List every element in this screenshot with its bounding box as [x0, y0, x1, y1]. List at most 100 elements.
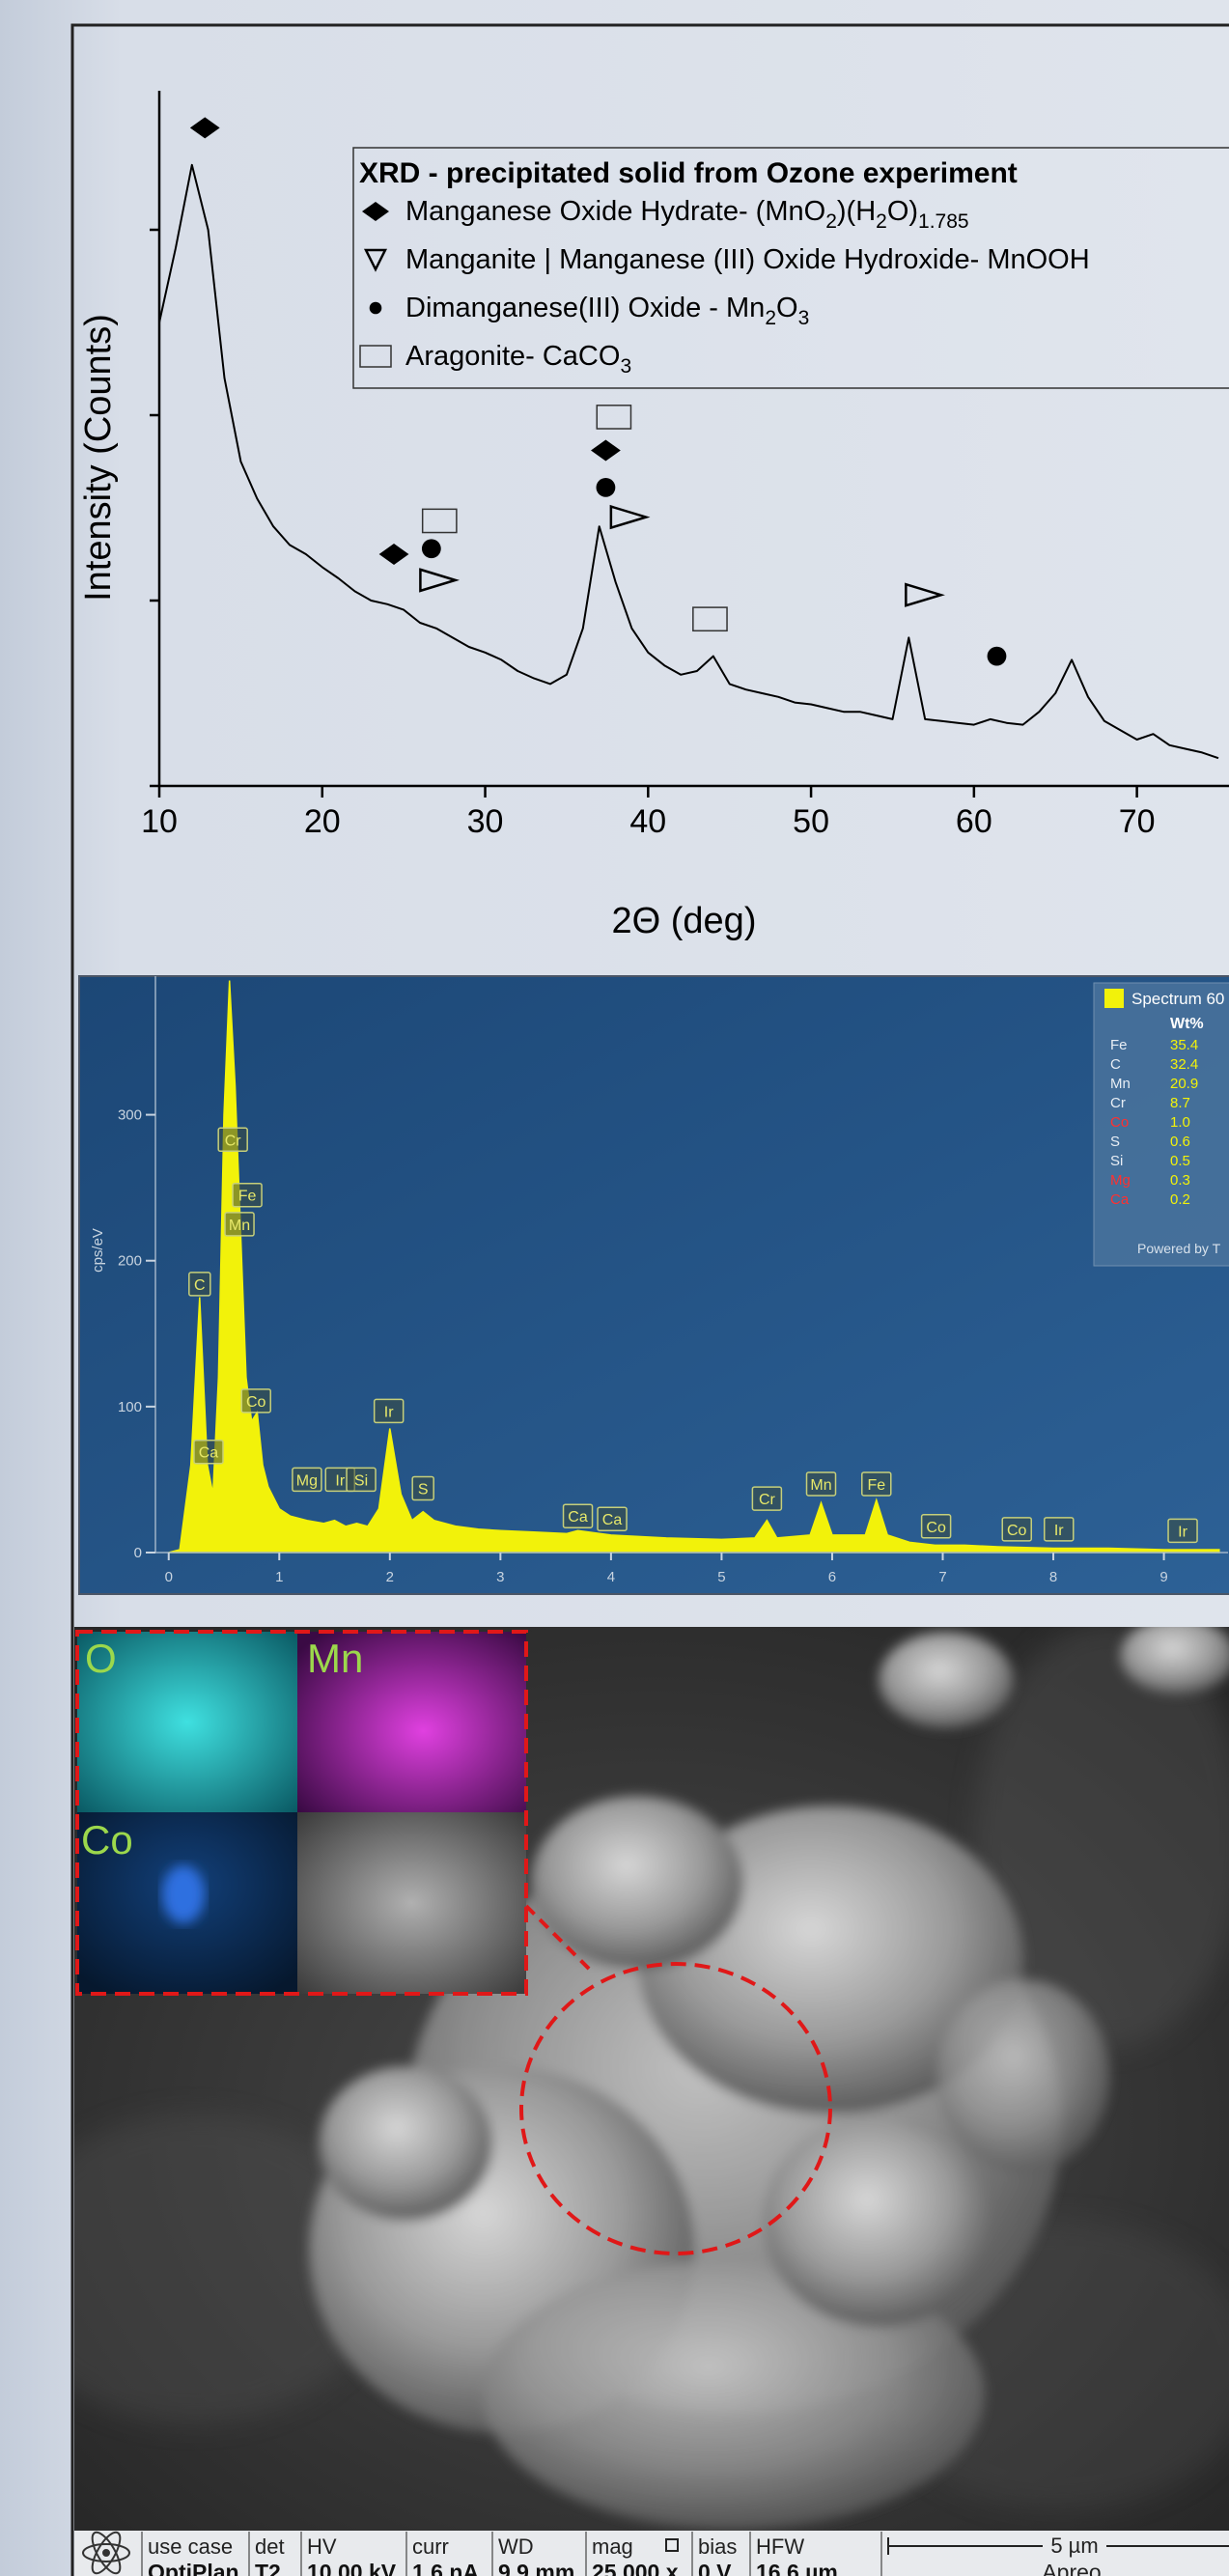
y-tick-label: 100 [118, 1399, 142, 1415]
legend-text: Manganese Oxide Hydrate- (MnO [405, 196, 825, 227]
y-axis-title: cps/eV [90, 1228, 106, 1273]
info-header: HFW [756, 2534, 804, 2559]
y-tick-label: 200 [118, 1253, 142, 1270]
peak-label: Co [1007, 1523, 1027, 1539]
peak-label: Co [926, 1520, 946, 1536]
x-tick-label: 50 [793, 803, 829, 840]
legend-wt: 20.9 [1170, 1076, 1198, 1092]
peak-label: Ir [1178, 1524, 1187, 1540]
peak-label: Co [246, 1394, 266, 1411]
legend-footer: Powered by T [1137, 1241, 1221, 1256]
legend-text: Dimanganese(III) Oxide - Mn [405, 293, 765, 323]
legend-element: Si [1110, 1153, 1123, 1169]
peak-label: Cr [225, 1133, 242, 1149]
peak-label: Mn [810, 1477, 831, 1494]
legend-element: Cr [1110, 1095, 1126, 1111]
legend-text: O [776, 293, 798, 323]
legend-text: Aragonite- CaCO [405, 341, 620, 372]
marker-circle [422, 539, 441, 558]
legend-text: Manganite | Manganese (III) Oxide Hydrox… [405, 244, 1090, 275]
x-tick-label: 3 [496, 1569, 504, 1585]
legend-wt: 0.6 [1170, 1134, 1190, 1150]
y-axis-title: Intensity (Counts) [78, 314, 119, 602]
peak-label: S [418, 1481, 429, 1498]
info-value: 25 000 x [592, 2560, 679, 2576]
map-label: Co [81, 1817, 133, 1862]
peak-label: Ca [568, 1509, 588, 1526]
info-header: WD [498, 2534, 534, 2559]
legend-subscript: 2 [765, 307, 776, 329]
x-tick-label: 0 [165, 1569, 173, 1585]
legend-subscript: 3 [620, 355, 631, 378]
x-tick-label: 40 [629, 803, 666, 840]
legend-wt: 0.3 [1170, 1172, 1190, 1189]
legend-subscript: 1.785 [918, 210, 969, 233]
legend-wt: 35.4 [1170, 1037, 1198, 1053]
info-header: HV [307, 2534, 337, 2559]
legend-subscript: 3 [798, 307, 810, 329]
legend-header: Wt% [1170, 1016, 1204, 1032]
legend-element: Mg [1110, 1172, 1131, 1189]
legend-swatch [1104, 989, 1124, 1008]
peak-label: C [194, 1277, 206, 1294]
info-value: T2 [255, 2560, 281, 2576]
x-tick-label: 10 [141, 803, 178, 840]
info-header: mag [592, 2534, 633, 2559]
y-tick-label: 0 [134, 1545, 142, 1561]
map-sem [297, 1812, 526, 1994]
peak-label: Ca [602, 1512, 623, 1528]
x-tick-label: 5 [717, 1569, 725, 1585]
peak-label: Mn [229, 1218, 250, 1234]
legend-wt: 0.2 [1170, 1191, 1190, 1208]
info-value: 9.9 mm [498, 2560, 574, 2576]
x-tick-label: 1 [275, 1569, 283, 1585]
marker-circle [370, 302, 382, 315]
peak-label: Fe [867, 1477, 885, 1494]
map-label: Mn [307, 1636, 363, 1681]
legend-text: )(H [837, 196, 876, 227]
legend-wt: 8.7 [1170, 1095, 1190, 1111]
peak-label: Ir [1054, 1523, 1064, 1539]
legend-entry: Manganite | Manganese (III) Oxide Hydrox… [405, 244, 1090, 275]
y-tick-label: 300 [118, 1107, 142, 1124]
info-value: OptiPlan [148, 2560, 239, 2576]
x-tick-label: 60 [956, 803, 992, 840]
legend-title: Spectrum 60 [1131, 990, 1224, 1008]
info-value: 1.6 nA [412, 2560, 479, 2576]
x-tick-label: 2 [386, 1569, 394, 1585]
figure: 102030405060702Θ (deg)Intensity (Counts)… [0, 0, 1229, 2576]
x-tick-label: 6 [828, 1569, 836, 1585]
legend-element: Co [1110, 1114, 1129, 1131]
x-axis-title: 2Θ (deg) [612, 901, 757, 941]
x-tick-label: 4 [607, 1569, 615, 1585]
legend-text: O) [887, 196, 918, 227]
info-value: 10.00 kV [307, 2560, 397, 2576]
peak-label: Si [354, 1472, 368, 1489]
legend-title: XRD - precipitated solid from Ozone expe… [359, 157, 1018, 189]
info-header: bias [698, 2534, 737, 2559]
marker-circle [988, 647, 1007, 666]
marker-circle [597, 478, 616, 497]
page: {"chart_data": [ {"type": "line", "legen… [0, 0, 1229, 2576]
peak-label: Ir [384, 1404, 394, 1420]
scale-bar-label: 5 µm [1050, 2534, 1098, 2558]
brand: Apreo [1042, 2560, 1101, 2576]
info-value: 0 V [698, 2560, 732, 2576]
x-tick-label: 70 [1119, 803, 1156, 840]
legend-element: S [1110, 1134, 1120, 1150]
legend-element: Ca [1110, 1191, 1130, 1208]
legend-wt: 1.0 [1170, 1114, 1190, 1131]
legend-wt: 0.5 [1170, 1153, 1190, 1169]
peak-label: Ir [335, 1472, 345, 1489]
peak-label: Fe [238, 1189, 257, 1205]
legend-subscript: 2 [825, 210, 837, 233]
legend-element: Mn [1110, 1076, 1131, 1092]
x-tick-label: 20 [304, 803, 341, 840]
info-value: 16.6 µm [756, 2560, 838, 2576]
legend-wt: 32.4 [1170, 1056, 1198, 1073]
x-tick-label: 7 [938, 1569, 946, 1585]
legend-element: Fe [1110, 1037, 1128, 1053]
co-spot [162, 1865, 205, 1923]
x-tick-label: 30 [467, 803, 504, 840]
peak-label: Cr [759, 1492, 776, 1508]
